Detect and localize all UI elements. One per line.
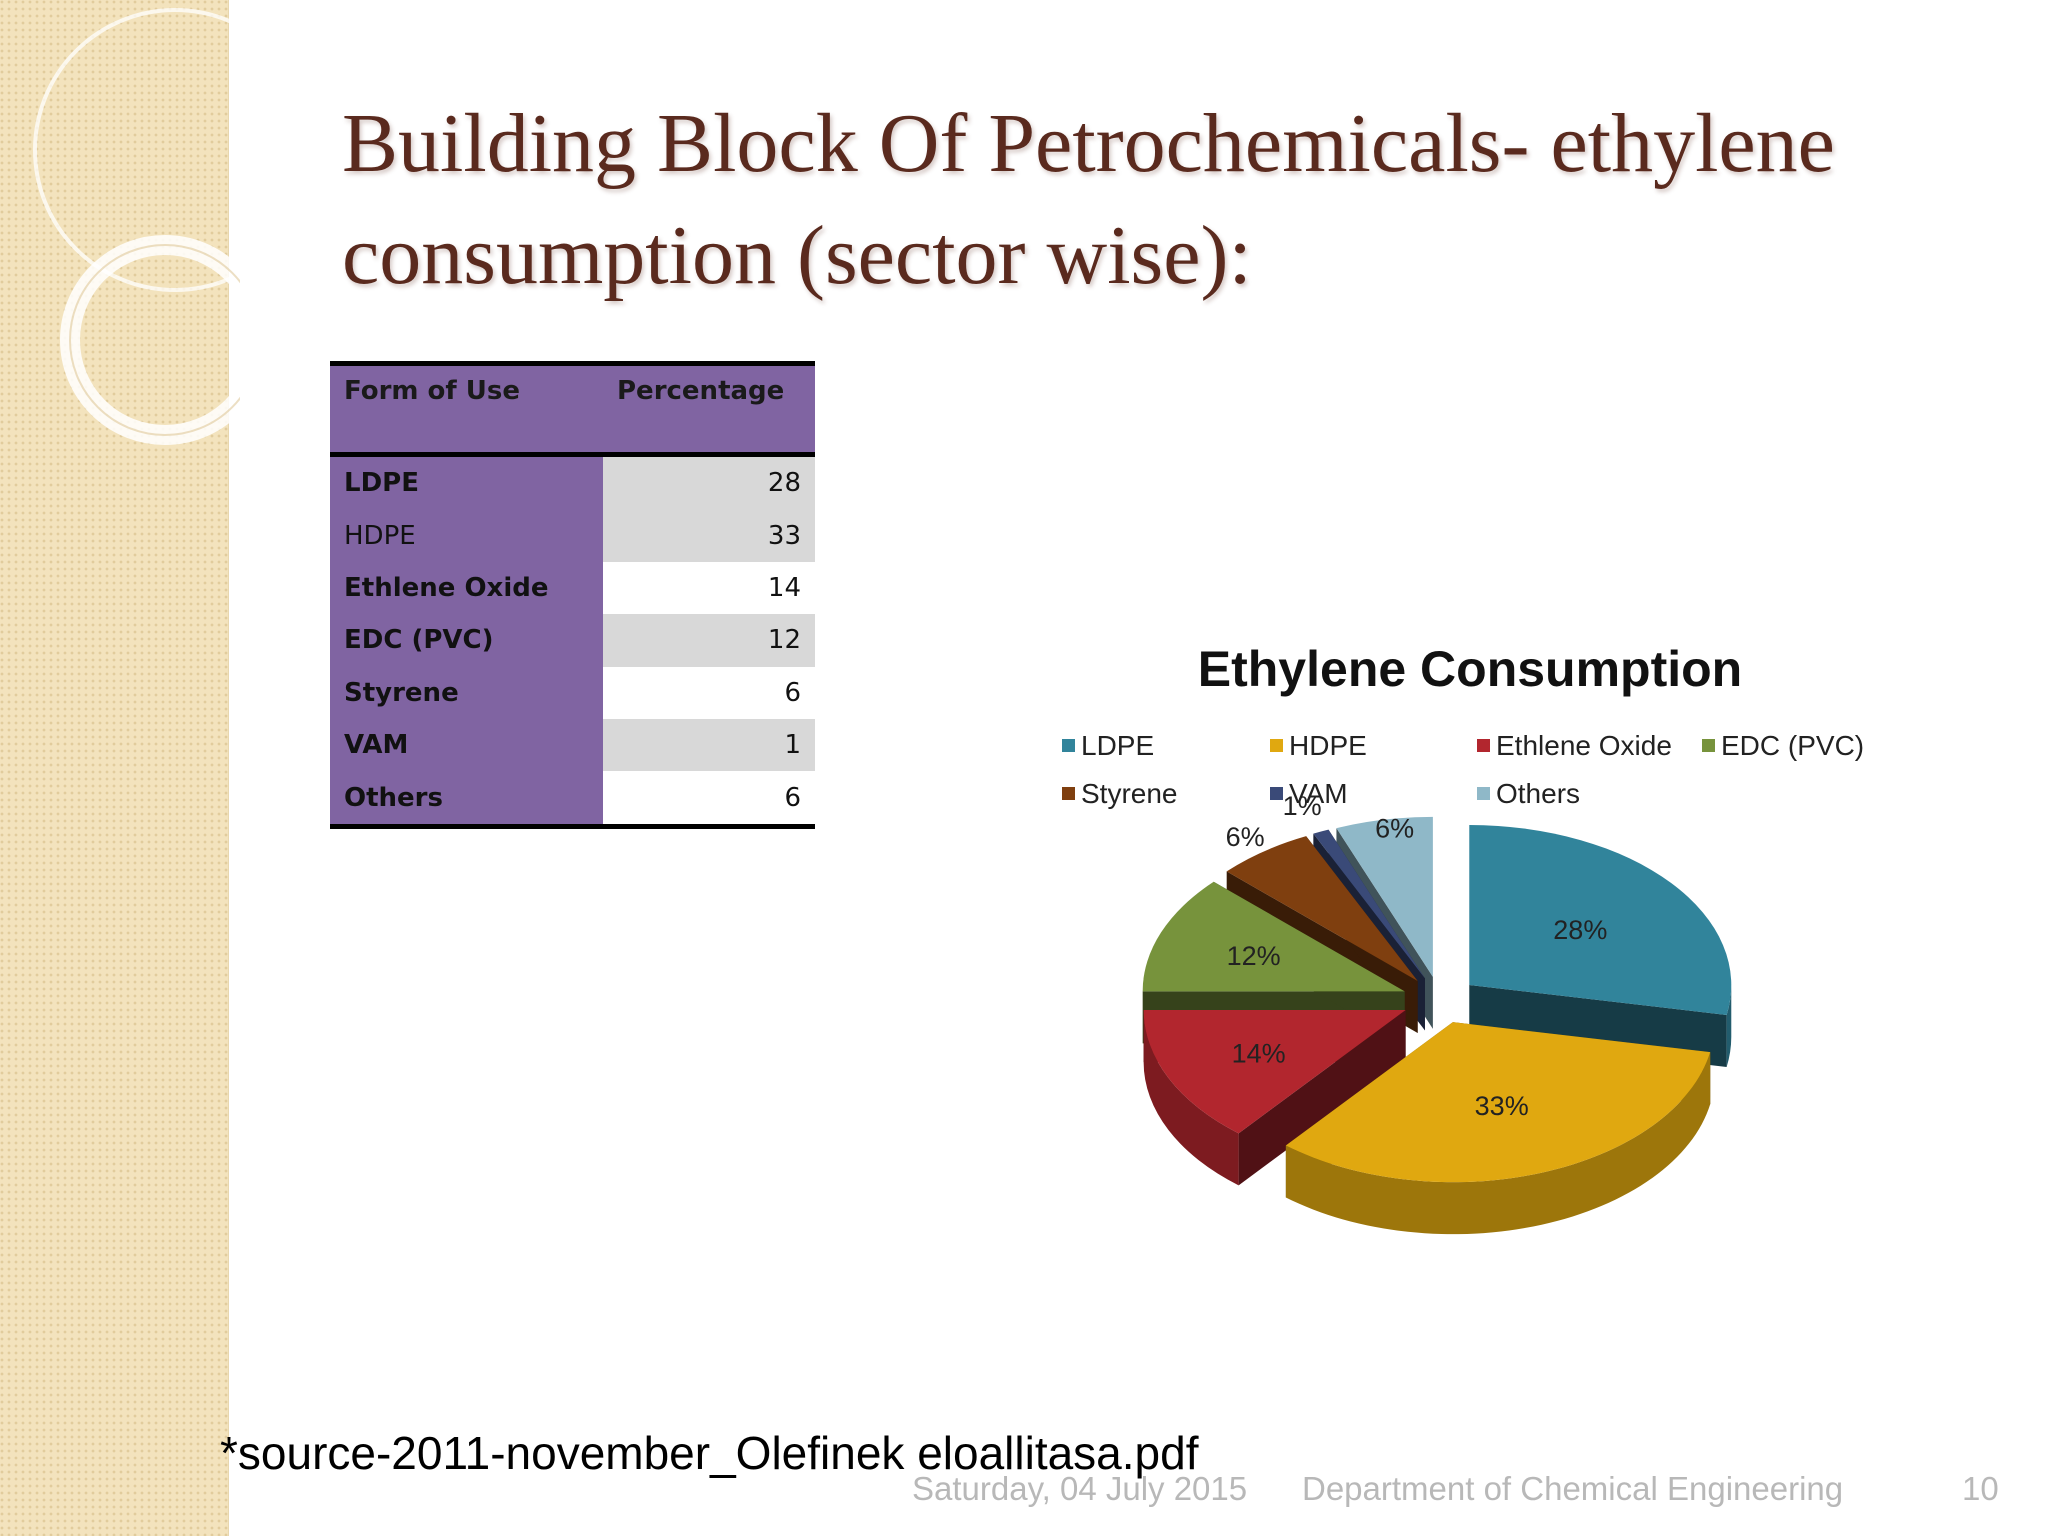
header-percentage: Percentage	[603, 361, 815, 457]
legend-swatch	[1477, 787, 1490, 801]
legend-swatch	[1062, 739, 1075, 753]
row-value: 1	[603, 718, 815, 772]
pie-data-label: 6%	[1226, 822, 1265, 852]
legend-item-styrene: Styrene	[1062, 778, 1178, 810]
legend-item-hdpe: HDPE	[1270, 730, 1367, 762]
pie-slice-2	[1143, 1010, 1406, 1186]
pie-slice-0	[1469, 824, 1732, 1067]
table-row: HDPE 33	[330, 509, 815, 562]
pie-data-label: 1%	[1283, 791, 1322, 821]
chart-title: Ethylene Consumption	[1197, 641, 1743, 697]
row-use: Ethlene Oxide	[330, 561, 603, 615]
legend-item-edc-pvc: EDC (PVC)	[1702, 730, 1864, 762]
table-row: Styrene 6	[330, 666, 815, 719]
legend-label: Others	[1496, 778, 1581, 809]
row-value: 6	[603, 666, 815, 719]
legend-swatch	[1270, 787, 1283, 801]
row-value: 14	[603, 561, 815, 615]
header-form-of-use: Form of Use	[330, 361, 603, 457]
pie-data-label: 33%	[1475, 1091, 1529, 1121]
row-use: LDPE	[330, 454, 603, 510]
footer-department: Department of Chemical Engineering	[1302, 1470, 1844, 1507]
slide-title: Building Block Of Petrochemicals- ethyle…	[342, 88, 1982, 312]
row-value: 33	[603, 509, 815, 562]
slide-title-line1: Building Block Of Petrochemicals- ethyle…	[342, 97, 1835, 190]
pie-data-label: 28%	[1553, 915, 1607, 945]
legend-label: Styrene	[1081, 778, 1178, 809]
consumption-table: Form of Use Percentage LDPE 28 HDPE 33 E…	[330, 361, 815, 829]
pie-data-label: 14%	[1232, 1038, 1286, 1068]
table-row: EDC (PVC) 12	[330, 614, 815, 667]
decorative-rings	[33, 8, 240, 445]
legend-item-vam: VAM	[1270, 778, 1348, 810]
row-use: Others	[330, 771, 603, 829]
legend-label: VAM	[1289, 778, 1348, 809]
slide-title-line2: consumption (sector wise):	[342, 209, 1252, 302]
legend-item-others: Others	[1477, 778, 1580, 810]
row-value: 28	[603, 454, 815, 510]
table-row: Ethlene Oxide 14	[330, 561, 815, 615]
row-use: VAM	[330, 718, 603, 772]
table-row: VAM 1	[330, 718, 815, 772]
pie-slice-1	[1285, 1022, 1711, 1235]
legend-swatch	[1477, 739, 1490, 753]
pie-data-label: 6%	[1375, 814, 1414, 844]
legend-swatch	[1062, 787, 1075, 801]
legend-label: LDPE	[1081, 730, 1155, 761]
legend-swatch	[1270, 739, 1283, 753]
row-use: HDPE	[330, 509, 603, 562]
row-value: 12	[603, 614, 815, 667]
legend-item-ldpe: LDPE	[1062, 730, 1154, 762]
footer-date: Saturday, 04 July 2015	[912, 1470, 1248, 1507]
row-value: 6	[603, 771, 815, 829]
table-row: Others 6	[330, 771, 815, 829]
row-use: Styrene	[330, 666, 603, 719]
source-note: *source-2011-november_Olefinek eloallita…	[220, 1427, 1199, 1479]
legend-label: Ethlene Oxide	[1496, 730, 1672, 761]
legend-label: HDPE	[1289, 730, 1367, 761]
legend-item-ethlene-oxide: Ethlene Oxide	[1477, 730, 1672, 762]
page-number: 10	[1962, 1470, 1999, 1507]
row-use: EDC (PVC)	[330, 614, 603, 667]
table-header-row: Form of Use Percentage	[330, 361, 815, 457]
pie-data-label: 12%	[1227, 941, 1281, 971]
legend-label: EDC (PVC)	[1721, 730, 1865, 761]
legend-swatch	[1702, 739, 1715, 753]
table-row: LDPE 28	[330, 454, 815, 510]
